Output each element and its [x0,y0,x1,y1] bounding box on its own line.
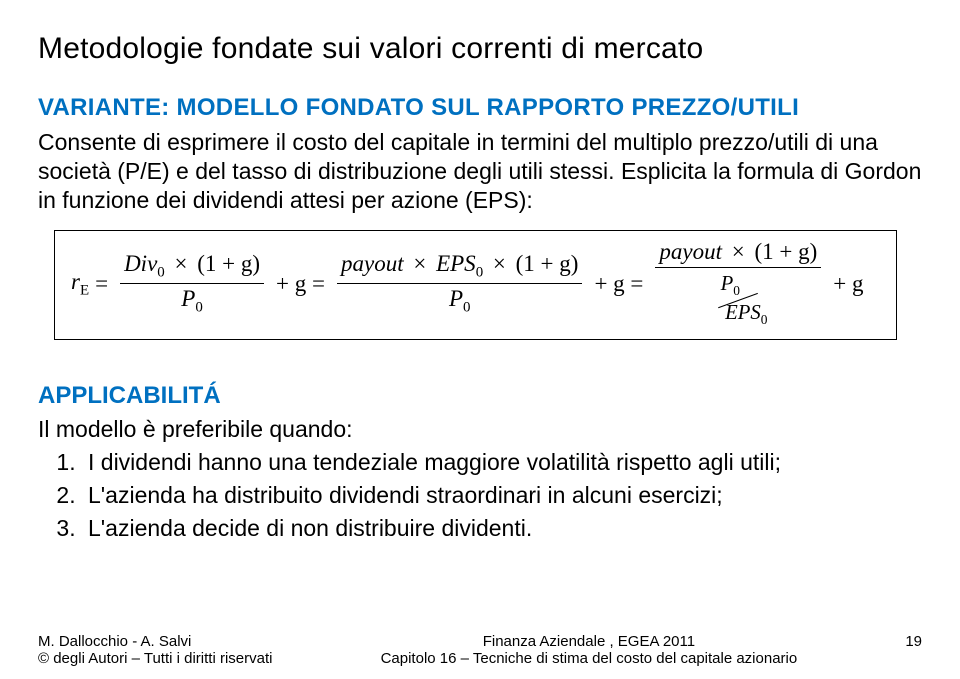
applicability-list: I dividendi hanno una tendeziale maggior… [38,449,922,542]
gordon-formula: rE = Div0 × (1 + g) P0 + g = payout × EP… [71,239,870,328]
equals-1: = [95,271,108,297]
plus-g-eq-2: + g = [594,271,643,297]
page-title: Metodologie fondate sui valori correnti … [38,32,922,66]
footer-page-number: 19 [905,633,922,650]
variant-subtitle: VARIANTE: MODELLO FONDATO SUL RAPPORTO P… [38,94,922,122]
fraction-2: payout × EPS0 × (1 + g) P0 [337,251,582,317]
list-item: L'azienda ha distribuito dividendi strao… [82,482,922,509]
fraction-3: payout × (1 + g) P0 EPS0 [655,239,821,328]
intro-paragraph: Consente di esprimere il costo del capit… [38,128,922,214]
footer-chapter: Capitolo 16 – Tecniche di stima del cost… [272,650,905,667]
footer-copyright: © degli Autori – Tutti i diritti riserva… [38,650,272,667]
applicability-intro: Il modello è preferibile quando: [38,416,922,443]
slide-footer: M. Dallocchio - A. Salvi © degli Autori … [0,633,960,667]
list-item: L'azienda decide di non distribuire divi… [82,515,922,542]
footer-book: Finanza Aziendale , EGEA 2011 [483,633,695,650]
plus-g-eq-1: + g = [276,271,325,297]
fraction-1: Div0 × (1 + g) P0 [120,251,264,317]
list-item: I dividendi hanno una tendeziale maggior… [82,449,922,476]
applicability-heading: APPLICABILITÁ [38,382,922,410]
formula-box: rE = Div0 × (1 + g) P0 + g = payout × EP… [54,230,897,339]
p-over-eps: P0 EPS0 [717,273,759,328]
lhs-var: rE [71,269,89,300]
footer-author: M. Dallocchio - A. Salvi [38,633,191,650]
plus-g-tail: + g [833,271,863,297]
